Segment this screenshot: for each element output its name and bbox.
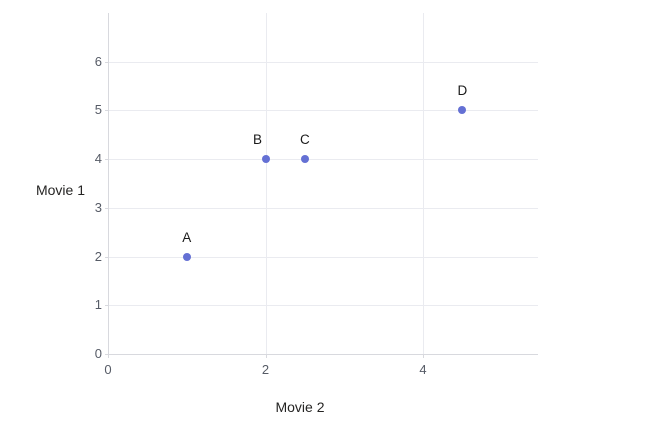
y-tick-label-5: 5 xyxy=(94,102,102,118)
y-tick-label-1: 1 xyxy=(94,297,102,313)
y-axis-title: Movie 1 xyxy=(35,182,85,198)
point-A[interactable] xyxy=(182,252,191,261)
y-tick-mark-1 xyxy=(105,305,108,307)
y-tick-label-3: 3 xyxy=(94,199,102,215)
gridline-y-3 xyxy=(108,207,538,209)
x-axis-line xyxy=(108,354,538,355)
y-tick-label-0: 0 xyxy=(94,346,102,361)
gridline-y-1 xyxy=(108,305,538,307)
x-tick-mark-0 xyxy=(108,354,109,358)
point-label-C: C xyxy=(300,132,310,148)
y-tick-label-4: 4 xyxy=(94,151,102,167)
point-label-D: D xyxy=(457,83,468,99)
gridline-y-5 xyxy=(108,110,538,112)
y-tick-mark-2 xyxy=(105,256,108,258)
point-label-B: B xyxy=(252,132,263,148)
gridline-y-4 xyxy=(108,159,538,161)
y-tick-mark-4 xyxy=(105,159,108,161)
y-tick-mark-6 xyxy=(105,61,108,63)
y-tick-mark-0 xyxy=(105,354,108,355)
y-axis-line xyxy=(108,13,109,355)
x-tick-mark-2 xyxy=(265,354,267,358)
x-axis-title: Movie 2 xyxy=(275,399,325,415)
gridline-x-2 xyxy=(265,13,267,354)
point-C[interactable] xyxy=(300,155,309,164)
point-D[interactable] xyxy=(458,106,467,115)
y-tick-label-6: 6 xyxy=(94,53,102,69)
gridline-y-2 xyxy=(108,256,538,258)
y-tick-mark-5 xyxy=(105,110,108,112)
x-tick-mark-4 xyxy=(423,354,425,358)
point-B[interactable] xyxy=(261,155,270,164)
y-tick-mark-3 xyxy=(105,207,108,209)
gridline-x-4 xyxy=(423,13,425,354)
gridline-y-6 xyxy=(108,61,538,63)
x-tick-label-2: 2 xyxy=(261,362,270,377)
point-label-A: A xyxy=(182,229,192,245)
x-tick-label-4: 4 xyxy=(419,362,427,377)
y-tick-label-2: 2 xyxy=(94,248,102,264)
x-tick-label-0: 0 xyxy=(104,362,112,377)
